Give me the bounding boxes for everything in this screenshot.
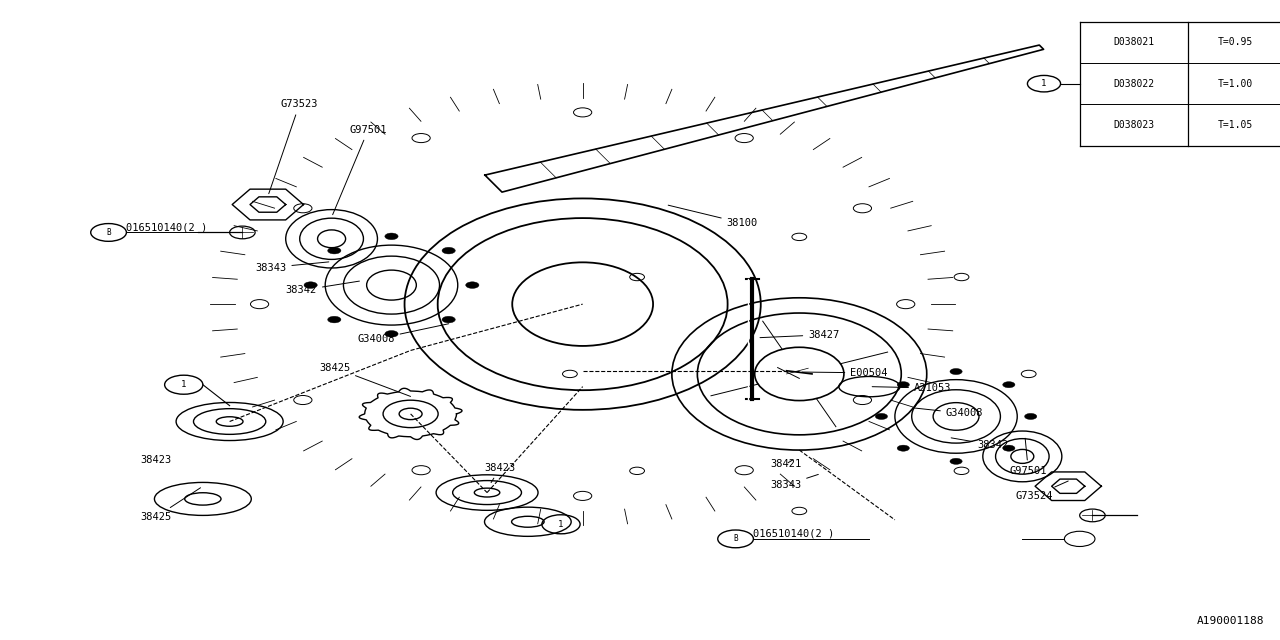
Circle shape <box>950 369 963 374</box>
Text: 016510140(2 ): 016510140(2 ) <box>754 529 835 539</box>
Circle shape <box>385 331 398 337</box>
Circle shape <box>1024 413 1037 419</box>
Text: 38343: 38343 <box>771 474 818 490</box>
Circle shape <box>328 247 340 254</box>
Text: 38425: 38425 <box>319 363 411 396</box>
Text: B: B <box>733 534 737 543</box>
Circle shape <box>385 233 398 239</box>
Text: G97501: G97501 <box>333 125 387 214</box>
Text: D038023: D038023 <box>1114 120 1155 130</box>
Circle shape <box>897 381 909 388</box>
Text: T=1.00: T=1.00 <box>1219 79 1253 89</box>
Circle shape <box>328 316 340 323</box>
Circle shape <box>950 458 963 465</box>
Text: G73524: G73524 <box>1016 481 1069 501</box>
Text: 38427: 38427 <box>760 330 840 340</box>
Text: G34008: G34008 <box>913 408 983 419</box>
Circle shape <box>876 413 887 419</box>
Text: 38425: 38425 <box>141 488 201 522</box>
Text: 38342: 38342 <box>951 438 1009 450</box>
Text: 38423: 38423 <box>141 455 172 465</box>
Text: 38423: 38423 <box>485 463 516 483</box>
Circle shape <box>1002 445 1015 451</box>
Circle shape <box>442 316 456 323</box>
Circle shape <box>897 445 909 451</box>
Text: A190001188: A190001188 <box>1197 616 1265 626</box>
Text: 38342: 38342 <box>285 281 360 295</box>
Circle shape <box>1002 381 1015 388</box>
Text: G34008: G34008 <box>357 324 449 344</box>
Text: 1: 1 <box>180 380 187 389</box>
Text: D038021: D038021 <box>1114 37 1155 47</box>
Text: D038022: D038022 <box>1114 79 1155 89</box>
Text: 38100: 38100 <box>668 205 758 228</box>
Circle shape <box>466 282 479 289</box>
Circle shape <box>305 282 317 289</box>
Text: E00504: E00504 <box>803 368 888 378</box>
Text: T=1.05: T=1.05 <box>1219 120 1253 130</box>
Circle shape <box>442 247 456 254</box>
Text: 016510140(2 ): 016510140(2 ) <box>127 223 207 232</box>
Text: 38343: 38343 <box>255 262 329 273</box>
Text: A21053: A21053 <box>872 383 951 393</box>
Text: T=0.95: T=0.95 <box>1219 37 1253 47</box>
Text: G97501: G97501 <box>1010 438 1047 476</box>
Text: 1: 1 <box>558 520 563 529</box>
Text: B: B <box>106 228 111 237</box>
Text: 1: 1 <box>1042 79 1047 88</box>
Text: G73523: G73523 <box>269 99 319 194</box>
Text: 38421: 38421 <box>771 459 801 469</box>
